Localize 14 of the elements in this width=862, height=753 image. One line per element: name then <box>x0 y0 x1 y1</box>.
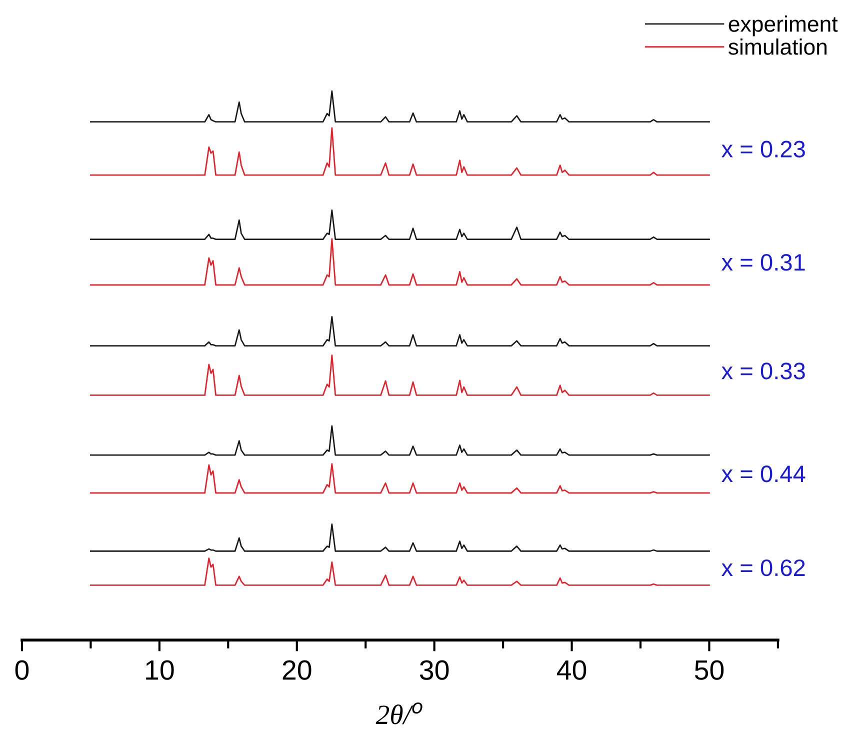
x-tick-label: 30 <box>420 660 449 680</box>
annotation: x = 0.23 <box>722 140 805 158</box>
annotation: x = 0.33 <box>722 362 805 380</box>
x-tick-label: 20 <box>282 660 312 680</box>
legend-label: experiment <box>728 16 838 36</box>
x-tick-label: 10 <box>146 660 174 680</box>
x-tick-label: 0 <box>15 660 29 680</box>
annotation: x = 0.62 <box>722 559 805 576</box>
x-tick-label: 50 <box>694 660 724 680</box>
annotation: x = 0.44 <box>722 466 806 482</box>
legend-label: simulation <box>728 38 827 55</box>
annotation: x = 0.31 <box>722 254 805 271</box>
x-tick-label: 40 <box>556 660 586 680</box>
x-axis-title: 2θ/$^{o}$ <box>376 702 422 724</box>
